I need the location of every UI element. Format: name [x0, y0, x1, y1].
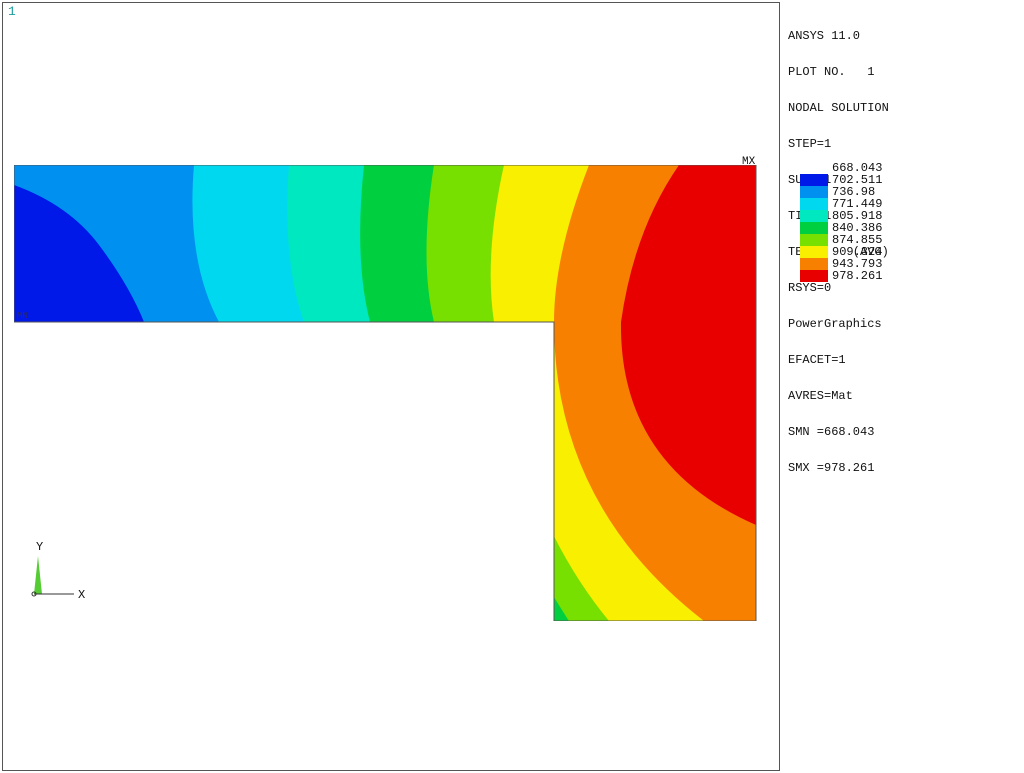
info-line: RSYS=0 — [788, 282, 889, 294]
info-line: PowerGraphics — [788, 318, 889, 330]
mn-label: MN — [17, 311, 28, 321]
contour-plot — [14, 165, 770, 621]
mx-label: MX — [742, 156, 755, 168]
legend-swatch — [800, 234, 828, 246]
y-axis-arrow — [34, 556, 42, 594]
legend-swatch — [800, 186, 828, 198]
info-line: NODAL SOLUTION — [788, 102, 889, 114]
legend-swatch — [800, 258, 828, 270]
legend-swatch — [800, 210, 828, 222]
legend-swatch — [800, 174, 828, 186]
info-line: PLOT NO. 1 — [788, 66, 889, 78]
legend-swatch — [800, 246, 828, 258]
x-axis-label: X — [78, 588, 85, 602]
info-line: AVRES=Mat — [788, 390, 889, 402]
legend-label: 978.261 — [828, 270, 882, 282]
color-legend: 668.043 702.511 736.98 771.449 805.918 8… — [800, 162, 882, 282]
legend-row: 978.261 — [800, 270, 882, 282]
info-line: SMN =668.043 — [788, 426, 889, 438]
legend-swatch — [800, 222, 828, 234]
legend-swatch — [800, 270, 828, 282]
legend-swatch — [800, 198, 828, 210]
info-line: ANSYS 11.0 — [788, 30, 889, 42]
info-line: EFACET=1 — [788, 354, 889, 366]
info-line: STEP=1 — [788, 138, 889, 150]
info-line: SMX =978.261 — [788, 462, 889, 474]
plot-number: 1 — [8, 4, 16, 19]
y-axis-label: Y — [36, 540, 43, 554]
legend-swatch — [800, 162, 828, 174]
